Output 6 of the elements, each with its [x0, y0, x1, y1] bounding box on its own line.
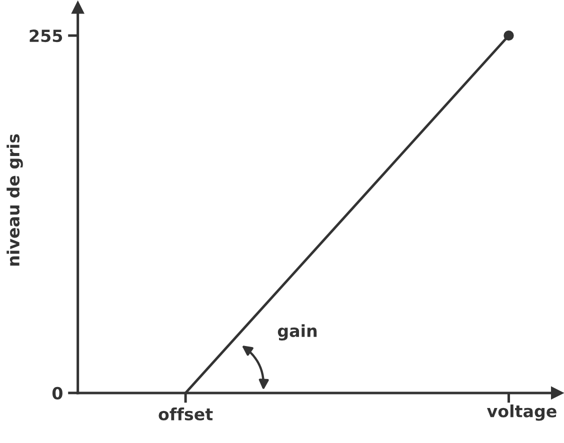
x-tick-label: offset	[158, 408, 213, 420]
annotation: gain	[278, 324, 317, 340]
x-axis-title: voltage	[487, 404, 556, 421]
y-tick-label: 255	[30, 30, 62, 42]
y-tick-label: 0	[52, 386, 62, 400]
y-axis-title: niveau de gris	[6, 134, 23, 266]
